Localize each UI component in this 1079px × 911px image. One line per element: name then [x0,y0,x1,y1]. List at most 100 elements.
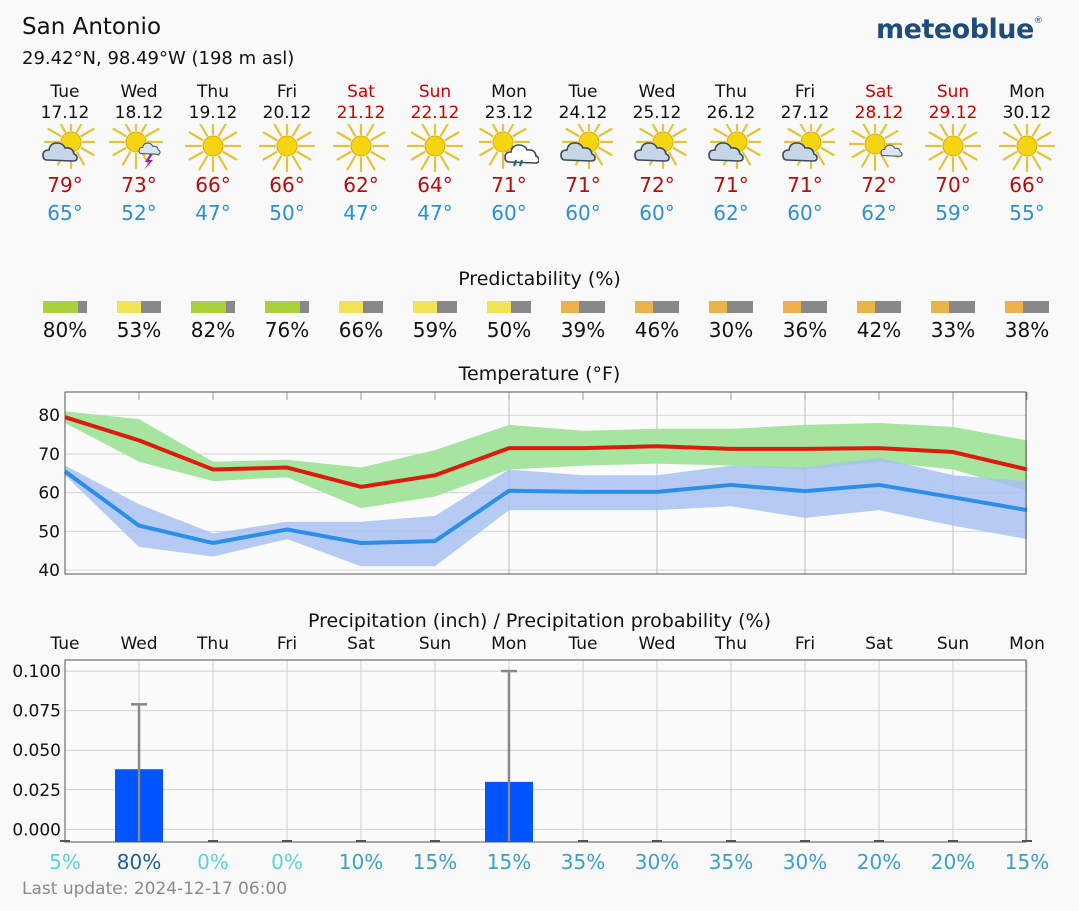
min-temperature: 65° [47,201,83,225]
max-temperature: 72° [639,173,675,197]
plot-frame [64,659,1027,843]
day-name: Wed [120,82,158,102]
y-tick-label: 40 [38,561,60,581]
day-date: 29.12 [928,103,978,123]
x-tick-label: Fri [277,634,297,654]
sun-icon [324,117,398,175]
sun-small-cloud-icon [842,116,916,172]
predictability-bar [487,301,531,313]
min-temperature: 50° [269,201,305,225]
logo-text: meteoblue [876,14,1034,45]
temperature-chart: 40 50 60 70 80 [38,391,1028,581]
location-name: San Antonio [22,14,162,40]
precipitation-probability: 15% [487,850,531,870]
predictability-item: 42% [842,301,916,342]
day-name: Sat [865,82,893,102]
precipitation-probability: 5% [49,850,81,870]
max-temperature: 66° [1009,173,1045,197]
day-name: Thu [197,82,229,102]
min-temperature: 47° [195,201,231,225]
predictability-bar [561,301,605,313]
min-temperature: 60° [565,201,601,225]
day-name: Tue [50,82,80,102]
x-tick-label: Mon [1009,634,1045,654]
max-temperature: 66° [269,173,305,197]
x-tick-label: Tue [567,634,597,654]
day-name: Sat [347,82,375,102]
predictability-item: 39% [546,301,620,342]
day-date: 25.12 [632,103,682,123]
day-name: Fri [794,82,816,102]
x-tick-label: Thu [714,634,747,654]
predictability-bar [43,301,87,313]
min-temperature: 52° [121,201,157,225]
day-date: 19.12 [188,103,238,123]
plot-area [65,660,1026,842]
sun-cloud-icon [694,114,768,172]
sun-cloud-icon [620,114,694,172]
min-temperature: 60° [787,201,823,225]
predictability-bar [709,301,753,313]
last-update: Last update: 2024-12-17 06:00 [22,879,288,899]
predictability-bar [191,301,235,313]
sun-icon [398,117,472,175]
y-tick-label: 80 [38,406,60,426]
precipitation-title: Precipitation (inch) / Precipitation pro… [307,610,771,632]
predictability-bar [1005,301,1049,313]
predictability-item: 50% [472,301,546,342]
day-column: Sun 29.12 70° 59° [916,82,990,225]
predictability-item: 46% [620,301,694,342]
min-temperature: 47° [343,201,379,225]
sun-cloud-rain-icon [472,114,546,172]
day-date: 24.12 [558,103,608,123]
max-temperature: 73° [121,173,157,197]
min-temperature: 62° [861,201,897,225]
y-tick-label: 70 [38,445,60,465]
day-name: Tue [568,82,598,102]
max-temperature: 62° [343,173,379,197]
max-temperature: 64° [417,173,453,197]
predictability-percent: 42% [856,318,902,342]
day-column: Thu 26.12 71° 62° [694,82,768,225]
sun-icon [990,117,1064,175]
y-tick-label: 50 [38,522,60,542]
day-date: 18.12 [114,103,164,123]
predictability-bar [783,301,827,313]
sun-icon [250,117,324,175]
day-name: Fri [276,82,298,102]
predictability-item: 30% [694,301,768,342]
day-column: Mon 30.12 66° 55° [990,82,1064,225]
day-date: 20.12 [262,103,312,123]
sun-cloud-thunder-icon [102,114,176,172]
predictability-bar [265,301,309,313]
precipitation-probability: 10% [339,850,383,870]
predictability-percent: 50% [486,318,532,342]
day-column: Sat 28.12 72° 62° [842,82,916,225]
predictability-item: 66% [324,301,398,342]
day-column: Thu 19.12 66° 47° [176,82,250,225]
day-column: Sat 21.12 62° 47° [324,82,398,225]
day-date: 28.12 [854,103,904,123]
precipitation-probability: 35% [709,850,753,870]
predictability-percent: 53% [116,318,162,342]
location-coordinates: 29.42°N, 98.49°W (198 m asl) [22,48,295,69]
predictability-percent: 80% [42,318,88,342]
meteoblue-logo[interactable]: meteoblue® [876,14,1043,45]
max-temperature: 71° [713,173,749,197]
predictability-bar [413,301,457,313]
precipitation-probability: 15% [413,850,457,870]
max-temperature: 79° [47,173,83,197]
day-date: 17.12 [40,103,90,123]
day-column: Sun 22.12 64° 47° [398,82,472,225]
precipitation-probability: 20% [931,850,975,870]
day-date: 27.12 [780,103,830,123]
y-tick-label: 60 [38,484,60,504]
predictability-item: 38% [990,301,1064,342]
x-tick-label: Wed [638,634,675,654]
max-temperature-line [64,415,1028,489]
y-tick-label: 0.075 [12,702,61,722]
x-tick-label: Fri [795,634,815,654]
predictability-percent: 36% [782,318,828,342]
max-temperature: 71° [565,173,601,197]
min-temperature-band [65,457,1027,567]
